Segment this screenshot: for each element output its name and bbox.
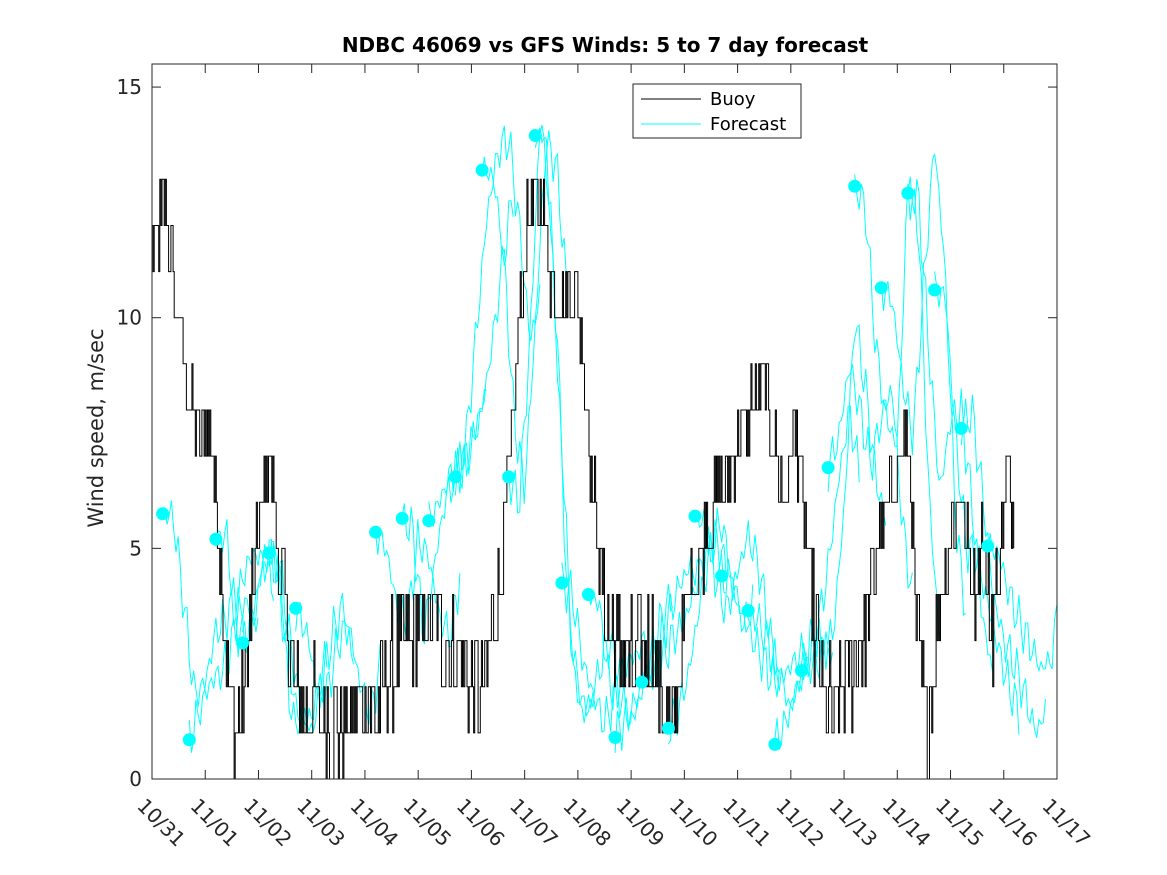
x-tick-label: 11/05: [399, 794, 457, 852]
x-tick-label: 11/13: [825, 794, 883, 852]
forecast-marker: [528, 129, 542, 142]
x-tick-label: 11/11: [718, 794, 776, 852]
forecast-marker: [422, 514, 436, 528]
forecast-marker: [156, 507, 170, 521]
forecast-run-line: [375, 519, 461, 648]
forecast-marker: [741, 604, 755, 618]
chart-title: NDBC 46069 vs GFS Winds: 5 to 7 day fore…: [342, 33, 869, 57]
forecast-marker: [395, 511, 409, 525]
y-tick-label: 5: [129, 536, 142, 560]
x-tick-label: 11/09: [612, 794, 670, 852]
forecast-run-line: [534, 127, 621, 718]
y-axis: 0 5 10 15: [117, 75, 1057, 791]
axes-box: [151, 63, 1058, 780]
forecast-marker: [502, 470, 516, 484]
x-tick-label: 11/10: [665, 794, 723, 852]
forecast-marker: [768, 737, 782, 751]
forecast-marker: [289, 601, 303, 615]
forecast-run-line: [774, 405, 860, 750]
forecast-run-line: [588, 583, 674, 731]
forecast-marker: [209, 532, 223, 546]
forecast-marker: [236, 636, 249, 650]
forecast-run-line: [188, 548, 275, 753]
x-tick-label: 11/14: [878, 794, 936, 852]
y-tick-label: 15: [117, 75, 142, 99]
x-tick-label: 11/17: [1037, 794, 1095, 852]
forecast-marker: [795, 664, 808, 678]
forecast-marker: [874, 281, 888, 295]
forecast-marker: [821, 461, 835, 475]
x-tick-label: 11/06: [452, 794, 510, 852]
x-tick-label: 11/08: [558, 794, 616, 852]
legend-buoy-label: Buoy: [710, 89, 756, 110]
legend-box: [632, 83, 802, 139]
forecast-run-line: [960, 394, 1046, 738]
forecast-marker: [848, 179, 862, 193]
x-tick-label: 11/03: [292, 794, 350, 852]
buoy-line: [152, 178, 1015, 780]
forecast-marker: [582, 588, 595, 601]
forecast-run-line: [162, 500, 259, 707]
forecast-run-line: [295, 601, 381, 725]
forecast-marker: [981, 539, 995, 553]
x-tick-label: 11/12: [771, 794, 829, 852]
x-tick-label: 11/04: [345, 794, 403, 852]
forecast-marker: [369, 525, 383, 539]
forecast-marker: [608, 731, 622, 744]
plot-area: [152, 124, 1058, 780]
x-tick-label: 10/31: [132, 794, 190, 852]
x-tick-label: 11/16: [984, 794, 1042, 852]
forecast-marker: [182, 733, 196, 747]
forecast-run-line: [907, 176, 993, 671]
forecast-run-line: [934, 271, 1020, 735]
forecast-marker: [928, 283, 942, 297]
forecast-marker: [635, 675, 649, 689]
forecast-run-line: [428, 200, 514, 527]
legend-forecast-label: Forecast: [710, 114, 786, 135]
forecast-run-line: [508, 124, 594, 723]
x-tick-label: 11/07: [505, 794, 563, 852]
forecast-run-line: [454, 125, 541, 496]
x-tick-label: 11/15: [931, 794, 989, 852]
forecast-marker: [262, 546, 276, 560]
forecast-marker: [688, 509, 702, 523]
forecast-marker: [715, 569, 729, 583]
y-tick-label: 10: [117, 306, 142, 330]
legend: Buoy Forecast: [632, 83, 802, 139]
forecast-run-line: [880, 153, 967, 617]
forecast-marker: [555, 576, 569, 590]
forecast-run-line: [827, 364, 913, 589]
buoy-series: [152, 178, 1015, 780]
y-tick-label: 0: [129, 767, 142, 791]
forecast-run-line: [481, 130, 567, 504]
forecast-run-line: [268, 543, 354, 733]
forecast-marker: [475, 163, 489, 177]
y-axis-label: Wind speed, m/sec: [84, 328, 108, 527]
x-tick-label: 11/01: [186, 794, 244, 852]
forecast-markers: [156, 129, 995, 751]
x-tick-label: 11/02: [239, 794, 297, 852]
forecast-marker: [901, 186, 915, 200]
forecast-run-line: [854, 174, 940, 638]
forecast-run-line: [987, 532, 1058, 672]
forecast-marker: [448, 470, 462, 484]
forecast-marker: [661, 721, 675, 735]
forecast-marker: [954, 421, 968, 435]
